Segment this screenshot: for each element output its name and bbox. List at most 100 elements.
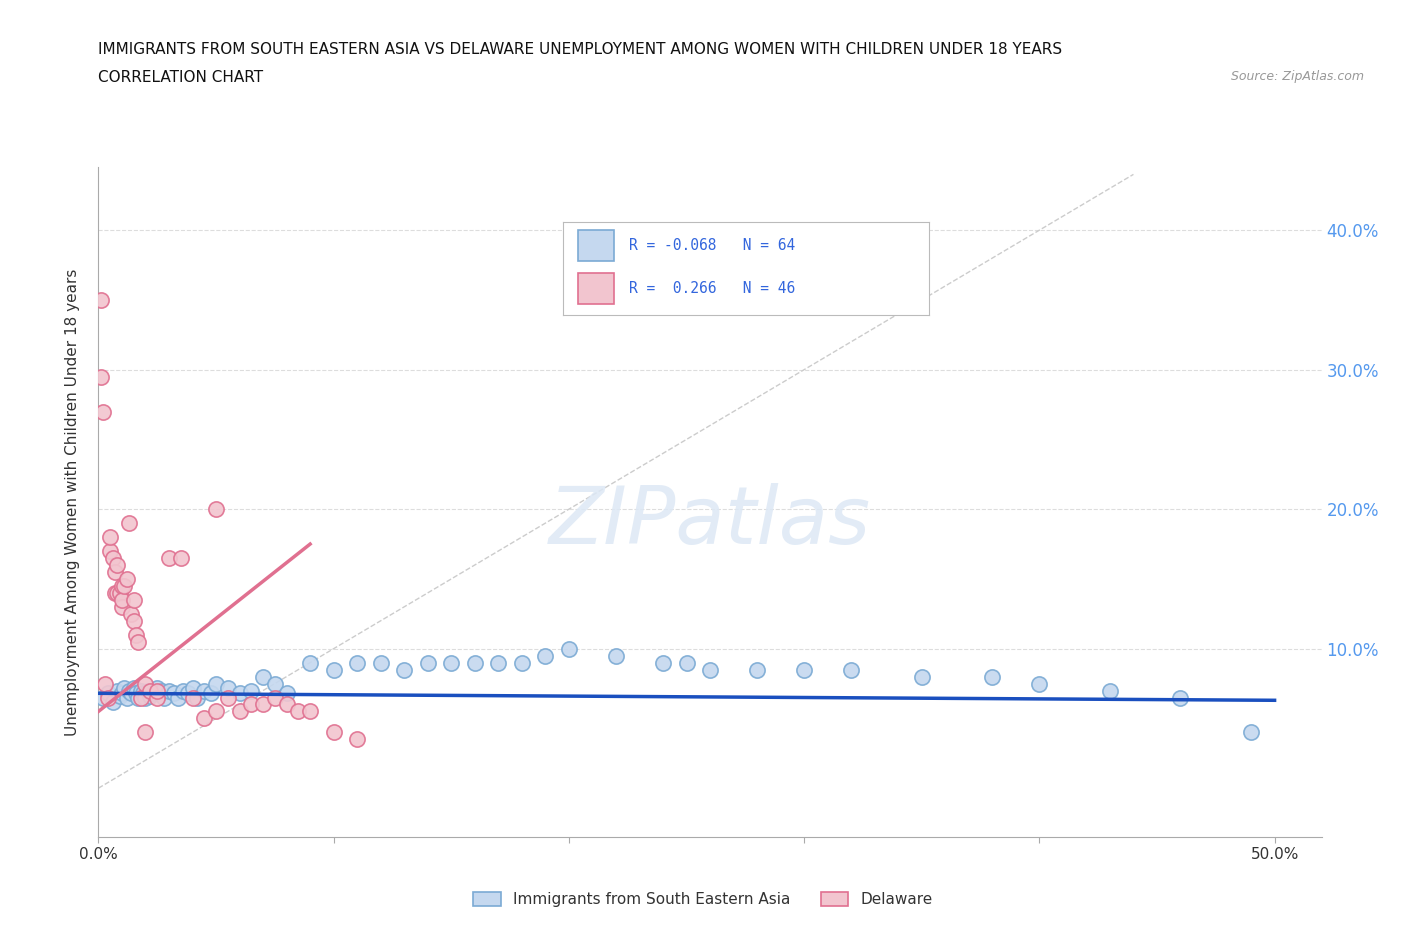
Point xyxy=(112,578,135,593)
Point xyxy=(440,656,463,671)
Point xyxy=(263,676,285,691)
Point xyxy=(105,558,128,573)
Point xyxy=(111,686,134,701)
Point xyxy=(120,686,142,701)
Point xyxy=(108,586,131,601)
Point xyxy=(299,704,322,719)
Point xyxy=(177,686,200,701)
Point xyxy=(205,676,228,691)
Point xyxy=(322,725,344,740)
Text: R =  0.266   N = 46: R = 0.266 N = 46 xyxy=(628,281,796,296)
Point xyxy=(181,690,204,705)
Point xyxy=(1028,676,1050,691)
Point xyxy=(1098,683,1121,698)
Point xyxy=(287,704,309,719)
Point xyxy=(134,690,156,705)
Point xyxy=(370,656,392,671)
Point xyxy=(129,690,152,705)
Point xyxy=(167,690,190,705)
Point xyxy=(122,614,145,629)
Text: ZIPatlas: ZIPatlas xyxy=(548,484,872,562)
Point xyxy=(105,683,128,698)
Point xyxy=(181,681,204,696)
Point xyxy=(122,592,145,607)
Point xyxy=(346,656,368,671)
Point xyxy=(150,683,173,698)
Point xyxy=(228,686,250,701)
Point xyxy=(240,698,263,712)
Legend: Immigrants from South Eastern Asia, Delaware: Immigrants from South Eastern Asia, Dela… xyxy=(467,885,939,913)
Point xyxy=(129,683,152,698)
Point xyxy=(132,686,155,701)
Point xyxy=(252,670,274,684)
Point xyxy=(153,690,176,705)
Point xyxy=(90,369,112,384)
Point xyxy=(115,571,138,587)
Point xyxy=(139,683,162,698)
Text: CORRELATION CHART: CORRELATION CHART xyxy=(98,70,263,85)
Point xyxy=(172,683,194,698)
Point xyxy=(146,681,169,696)
Point xyxy=(745,662,768,677)
Point xyxy=(125,686,148,701)
Point xyxy=(118,516,141,531)
Point xyxy=(263,690,285,705)
Point xyxy=(652,656,675,671)
Point xyxy=(276,698,298,712)
Point xyxy=(98,530,121,545)
Point xyxy=(90,293,112,308)
Point xyxy=(101,551,124,565)
Point xyxy=(170,551,193,565)
Point xyxy=(97,690,120,705)
Point xyxy=(139,688,162,704)
Point xyxy=(675,656,697,671)
Point xyxy=(111,592,134,607)
Point xyxy=(534,648,557,663)
Text: IMMIGRANTS FROM SOUTH EASTERN ASIA VS DELAWARE UNEMPLOYMENT AMONG WOMEN WITH CHI: IMMIGRANTS FROM SOUTH EASTERN ASIA VS DE… xyxy=(98,42,1063,57)
Point xyxy=(205,502,228,517)
Point xyxy=(91,690,114,705)
Point xyxy=(464,656,486,671)
Point xyxy=(105,586,128,601)
Point xyxy=(793,662,815,677)
Point xyxy=(120,606,142,621)
Point xyxy=(228,704,250,719)
Point xyxy=(125,628,148,643)
Point xyxy=(146,690,169,705)
Point xyxy=(104,565,127,579)
Point xyxy=(127,690,149,705)
Point xyxy=(111,578,134,593)
Point xyxy=(276,686,298,701)
Point xyxy=(157,683,180,698)
Point xyxy=(217,681,239,696)
Point xyxy=(486,656,509,671)
Point xyxy=(299,656,322,671)
Point xyxy=(981,670,1004,684)
Point xyxy=(98,543,121,558)
Point xyxy=(911,670,934,684)
Point xyxy=(134,725,156,740)
Point xyxy=(122,681,145,696)
Point xyxy=(115,690,138,705)
Point xyxy=(149,686,172,701)
FancyBboxPatch shape xyxy=(578,272,614,303)
Point xyxy=(605,648,627,663)
Point xyxy=(193,683,215,698)
Point xyxy=(104,586,127,601)
Point xyxy=(558,642,581,657)
Point xyxy=(699,662,721,677)
Point xyxy=(108,688,131,704)
Point xyxy=(252,698,274,712)
Point xyxy=(163,686,186,701)
Point xyxy=(200,686,222,701)
Point xyxy=(146,683,169,698)
Point xyxy=(101,694,124,710)
Point xyxy=(240,683,263,698)
Point xyxy=(217,690,239,705)
Point xyxy=(205,704,228,719)
Y-axis label: Unemployment Among Women with Children Under 18 years: Unemployment Among Women with Children U… xyxy=(65,269,80,736)
Point xyxy=(112,681,135,696)
Point xyxy=(1240,725,1263,740)
Point xyxy=(157,551,180,565)
Point xyxy=(127,634,149,649)
